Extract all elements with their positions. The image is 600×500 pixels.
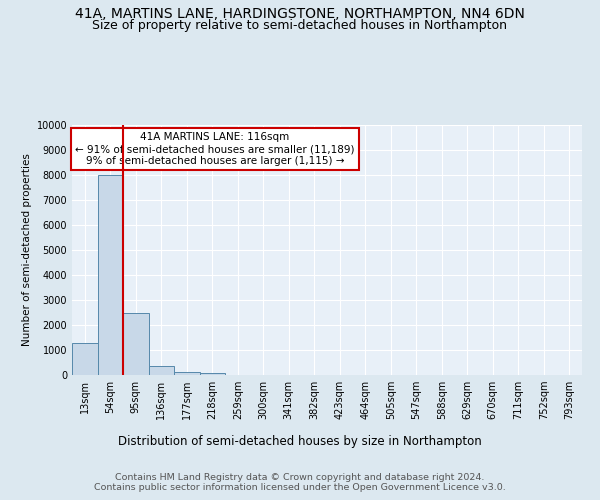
Bar — [72, 342, 97, 375]
Bar — [123, 312, 149, 375]
Text: 41A MARTINS LANE: 116sqm
← 91% of semi-detached houses are smaller (11,189)
9% o: 41A MARTINS LANE: 116sqm ← 91% of semi-d… — [75, 132, 355, 166]
Text: Contains HM Land Registry data © Crown copyright and database right 2024.
Contai: Contains HM Land Registry data © Crown c… — [94, 472, 506, 492]
Bar — [174, 372, 199, 375]
Bar — [199, 373, 225, 375]
Text: Size of property relative to semi-detached houses in Northampton: Size of property relative to semi-detach… — [92, 18, 508, 32]
Text: Distribution of semi-detached houses by size in Northampton: Distribution of semi-detached houses by … — [118, 435, 482, 448]
Text: 41A, MARTINS LANE, HARDINGSTONE, NORTHAMPTON, NN4 6DN: 41A, MARTINS LANE, HARDINGSTONE, NORTHAM… — [75, 8, 525, 22]
Bar — [149, 366, 174, 375]
Bar — [97, 175, 123, 375]
Y-axis label: Number of semi-detached properties: Number of semi-detached properties — [22, 154, 32, 346]
